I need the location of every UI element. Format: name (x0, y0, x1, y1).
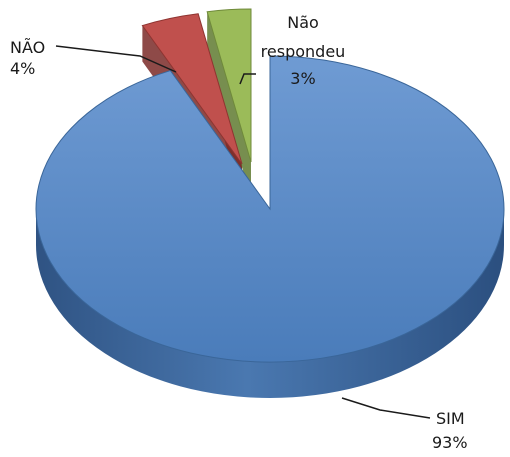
pie-tops (35, 8, 505, 363)
leader-line-sim (341, 397, 431, 419)
slice-label-nao: NÃO (10, 38, 45, 57)
pie-labels: NÃO 4% Não respondeu 3% SIM 93% (10, 13, 468, 452)
leader-lines (55, 45, 431, 419)
slice-sim (35, 55, 505, 363)
slice-value-nao: 4% (10, 59, 35, 78)
slice-side-n-o-respondeu-cut (207, 11, 251, 198)
leader-line-nao-respondeu (239, 73, 256, 85)
leader-line-nao (55, 45, 177, 73)
slice-label-sim: SIM (436, 409, 465, 428)
slice-n-o-respondeu (206, 8, 252, 163)
slice-label-nao-respondeu-line1: Não (287, 13, 319, 32)
slice-label-nao-respondeu-line2: respondeu (261, 42, 346, 61)
slice-side-sim (36, 209, 504, 398)
slice-value-nao-respondeu: 3% (290, 69, 315, 88)
slice-value-sim: 93% (432, 433, 468, 452)
slice-n-o (141, 13, 243, 165)
